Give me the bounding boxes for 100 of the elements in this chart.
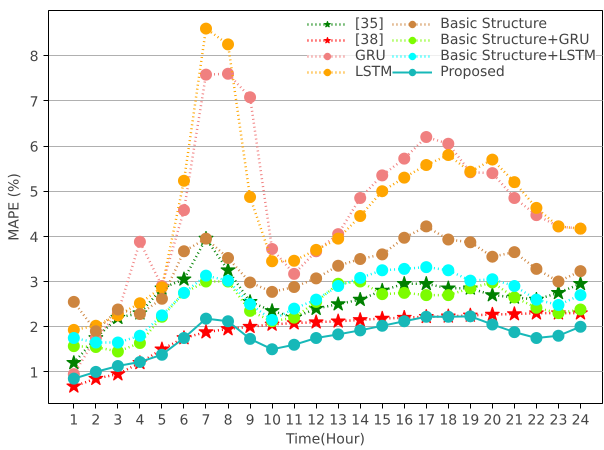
x-tick-label: 18 [439, 412, 458, 428]
y-tick-label: 3 [30, 275, 39, 292]
point [352, 292, 368, 306]
point [420, 159, 432, 171]
point [464, 310, 476, 322]
y-tick-label: 1 [30, 365, 39, 382]
point [244, 332, 256, 345]
point [200, 22, 212, 35]
point [222, 315, 234, 328]
point [332, 280, 344, 292]
point [354, 272, 366, 284]
point [310, 332, 322, 344]
legend-label: Basic Structure+LSTM [440, 48, 596, 64]
point [68, 296, 80, 308]
point [552, 330, 564, 342]
point [134, 236, 146, 248]
point [398, 172, 410, 184]
point [288, 254, 300, 267]
point [420, 130, 432, 143]
point [442, 138, 454, 150]
y-tick-label: 7 [30, 94, 39, 110]
legend-label: Basic Structure [440, 16, 547, 32]
point [68, 332, 80, 344]
legend-label: LSTM [354, 64, 392, 80]
point [420, 261, 432, 274]
point [330, 313, 346, 328]
point [112, 336, 124, 349]
x-tick-label: 17 [417, 412, 436, 428]
point [398, 232, 410, 244]
point [442, 264, 454, 276]
point [376, 288, 388, 300]
point [244, 276, 256, 288]
point [354, 324, 366, 336]
point [398, 262, 410, 275]
point [574, 320, 586, 333]
point [134, 308, 146, 320]
y-tick-label: 8 [30, 49, 39, 66]
point [178, 174, 190, 187]
point [156, 348, 168, 361]
point [308, 314, 324, 329]
point [112, 360, 124, 372]
point [508, 280, 520, 292]
point [244, 298, 256, 310]
y-tick-label: 6 [30, 140, 39, 156]
point [244, 191, 256, 204]
point [484, 287, 500, 302]
point [530, 262, 542, 275]
legend-label: Proposed [440, 64, 505, 80]
point [200, 312, 212, 325]
x-tick-label: 5 [157, 412, 166, 428]
x-tick-label: 8 [224, 412, 232, 428]
point [266, 255, 278, 268]
x-tick-label: 22 [528, 412, 546, 428]
x-tick-label: 15 [373, 412, 392, 428]
point [288, 268, 300, 280]
point [198, 324, 214, 339]
point [354, 192, 366, 204]
point [288, 280, 300, 293]
point [552, 276, 564, 288]
point [398, 152, 410, 165]
x-tick-label: 16 [395, 412, 414, 428]
point [508, 192, 520, 204]
point [572, 276, 588, 290]
legend-label: [35] [354, 16, 384, 32]
point [352, 312, 368, 326]
point [442, 149, 454, 162]
x-tick-label: 14 [351, 412, 370, 428]
x-tick-label: 23 [550, 412, 568, 428]
point [486, 250, 498, 263]
y-tick-label: 5 [30, 184, 39, 201]
point [90, 336, 102, 349]
x-axis-title: Time(Hour) [285, 432, 365, 448]
point [222, 252, 234, 264]
point [332, 328, 344, 340]
point [354, 252, 366, 265]
point [486, 167, 498, 180]
point [574, 289, 586, 302]
point [398, 286, 410, 299]
point [442, 310, 454, 323]
point [66, 354, 82, 370]
point [134, 297, 146, 310]
point [508, 246, 520, 258]
point [420, 220, 432, 232]
point [266, 243, 278, 255]
point [420, 289, 432, 302]
point [200, 270, 212, 282]
legend-label: Basic Structure+GRU [440, 32, 590, 48]
x-tick-label: 1 [69, 412, 78, 428]
point [552, 299, 564, 312]
point [332, 232, 344, 245]
point [484, 306, 500, 322]
y-tick-label: 4 [30, 230, 39, 246]
point [244, 91, 256, 104]
point [90, 366, 102, 378]
point [486, 273, 498, 286]
point [486, 154, 498, 166]
point [574, 304, 586, 316]
point [220, 262, 236, 277]
point [90, 325, 102, 338]
point [464, 274, 476, 287]
